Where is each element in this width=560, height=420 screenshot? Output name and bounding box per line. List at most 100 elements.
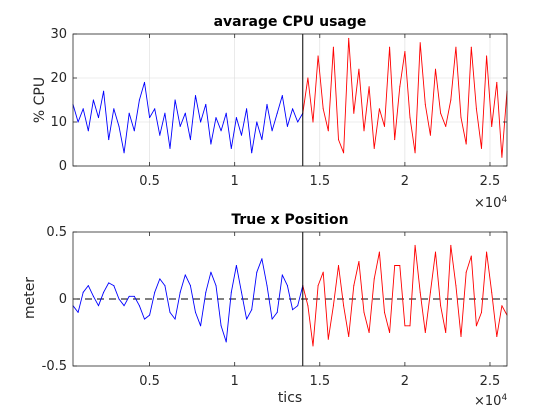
axes-0-point-after-13 — [368, 86, 370, 88]
axes-1-ytick-label-2: 0.5 — [46, 225, 67, 240]
axes-1-series-before — [72, 258, 304, 343]
axes-1-point-before-3 — [87, 285, 89, 287]
axes-1-point-before-17 — [159, 278, 161, 280]
axes-1-point-before-9 — [118, 298, 120, 300]
axes-0-point-before-37 — [261, 139, 263, 141]
axes-0-point-before-34 — [246, 108, 248, 110]
axes-0-ytick-label-2: 20 — [50, 71, 67, 86]
axes-0-point-after-7 — [338, 139, 340, 141]
axes-1-point-before-30 — [225, 341, 227, 343]
axes-1-point-before-13 — [138, 305, 140, 307]
axes-0-point-before-36 — [256, 121, 258, 123]
axes-1-ytick-label-0: -0.5 — [42, 359, 67, 374]
axes-0-point-before-5 — [98, 117, 100, 119]
axes-1-point-after-13 — [368, 332, 370, 333]
axes-0-ytick-label-0: 0 — [59, 159, 67, 174]
axes-0-point-before-24 — [195, 95, 197, 97]
axes-1-point-after-18 — [394, 265, 396, 266]
axes-1-xtick-label-4: 2.5 — [480, 374, 501, 389]
axes-0-point-after-6 — [332, 46, 334, 48]
axes-0-point-before-42 — [286, 125, 288, 127]
axes-0-point-after-28 — [445, 125, 447, 127]
axes-0-xtick-label-4: 2.5 — [480, 174, 501, 189]
axes-1-point-after-38 — [496, 336, 498, 338]
axes-1-point-before-23 — [189, 285, 191, 287]
axes-1-point-before-26 — [205, 291, 207, 293]
axes-1-point-after-20 — [404, 325, 406, 327]
true-x-position-xlabel: tics — [278, 390, 302, 406]
axes-1-point-before-8 — [113, 285, 115, 287]
axes-0-ytick-label-1: 10 — [50, 115, 67, 130]
axes-1-point-after-1 — [307, 305, 309, 307]
axes-1-point-after-25 — [429, 291, 431, 293]
axes-0-point-before-40 — [276, 112, 278, 114]
axes-0-point-before-26 — [205, 103, 207, 105]
axes-1-xtick-label-1: 1 — [231, 374, 239, 389]
axes-1-point-before-19 — [169, 311, 171, 313]
axes-0-point-after-19 — [399, 86, 401, 88]
axes-1-point-after-15 — [378, 251, 380, 253]
axes-1-point-after-28 — [445, 332, 447, 333]
axes-1-point-before-42 — [286, 285, 288, 287]
axes-0-point-before-1 — [77, 121, 79, 123]
axes-0-point-before-15 — [149, 117, 151, 119]
axes-1-point-after-30 — [455, 285, 457, 287]
axes-0-point-after-31 — [460, 117, 462, 119]
axes-1-point-after-36 — [486, 251, 488, 253]
axes-1-point-after-2 — [312, 345, 314, 347]
axes-1-point-before-39 — [271, 318, 273, 320]
axes-0-xtick-label-0: 0.5 — [139, 174, 160, 189]
axes-0-point-before-2 — [82, 108, 84, 110]
axes-1-point-after-19 — [399, 265, 401, 266]
axes-1-xtick-label-0: 0.5 — [139, 374, 160, 389]
axes-1-point-before-7 — [108, 282, 110, 284]
axes-1-point-after-10 — [353, 285, 355, 287]
axes-0-point-after-3 — [317, 55, 319, 57]
axes-1-point-before-22 — [184, 274, 186, 276]
axes-1-point-before-24 — [195, 311, 197, 313]
axes-1-point-before-44 — [297, 305, 299, 307]
axes-0-point-after-24 — [424, 103, 426, 105]
axes-1-point-before-35 — [251, 309, 253, 311]
axes-1-point-after-34 — [475, 325, 477, 327]
axes-0-point-after-10 — [353, 112, 355, 114]
axes-1-point-before-33 — [240, 291, 242, 293]
axes-0-point-before-32 — [235, 117, 237, 119]
axes-0-point-before-16 — [154, 108, 156, 110]
axes-0-point-before-23 — [189, 139, 191, 141]
cpu-usage-x-exponent: ×104 — [474, 195, 507, 211]
axes-0-point-after-1 — [307, 77, 309, 79]
axes-0-point-before-30 — [225, 112, 227, 114]
axes-0-frame — [72, 33, 508, 167]
axes-0-point-after-2 — [312, 121, 314, 123]
axes-1-point-after-8 — [343, 305, 345, 307]
axes-1-point-after-21 — [409, 325, 411, 327]
axes-0-point-before-11 — [128, 112, 130, 114]
axes-0-point-before-41 — [281, 95, 283, 97]
axes-0-point-before-44 — [297, 121, 299, 123]
axes-0-point-after-38 — [496, 81, 498, 83]
axes-1-point-before-29 — [220, 325, 222, 327]
axes-1-ytick-label-1: 0 — [59, 292, 67, 307]
axes-1-point-after-6 — [332, 305, 334, 307]
axes-0-point-after-23 — [419, 42, 421, 44]
axes-1-point-before-12 — [133, 295, 135, 297]
true-x-position-plot: True x Position meter tics ×104 0.5 1 1.5 2… — [22, 212, 508, 409]
axes-0-point-after-32 — [465, 143, 467, 145]
axes-0-point-before-22 — [184, 112, 186, 114]
axes-0-point-after-8 — [343, 152, 345, 154]
axes-1-point-after-9 — [348, 336, 350, 338]
axes-1-xtick-label-2: 1.5 — [309, 374, 330, 389]
axes-1-point-before-41 — [281, 274, 283, 276]
axes-1-point-after-33 — [470, 255, 472, 257]
axes-1-point-before-27 — [210, 271, 212, 273]
axes-1-point-before-15 — [149, 314, 151, 316]
axes-1-point-after-7 — [338, 265, 340, 266]
axes-0-point-before-13 — [138, 99, 140, 101]
axes-0-point-after-27 — [440, 112, 442, 114]
axes-1-point-before-10 — [123, 305, 125, 307]
cpu-usage-ylabel: % CPU — [32, 77, 48, 123]
axes-0-xtick-label-1: 1 — [231, 174, 239, 189]
axes-0-point-before-19 — [169, 147, 171, 149]
